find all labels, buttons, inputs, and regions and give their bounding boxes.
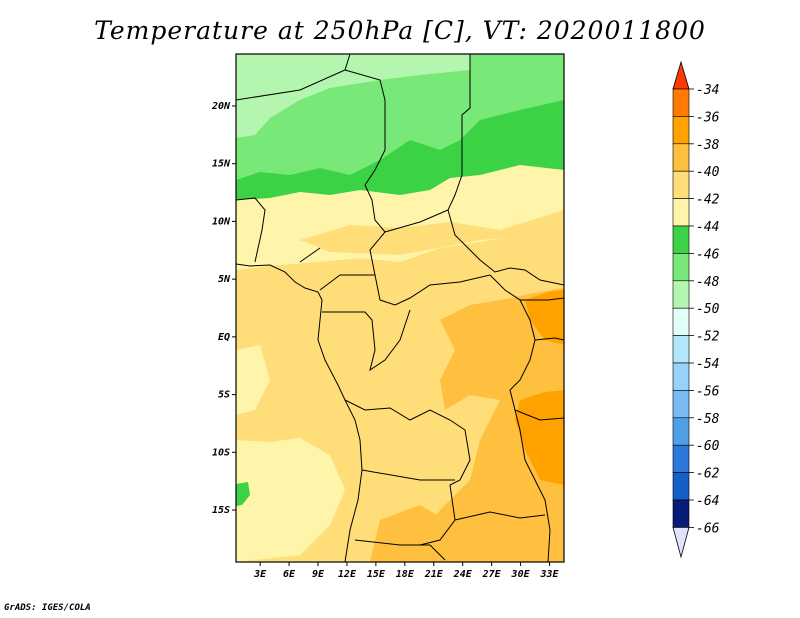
colorbar-label: -50 <box>696 302 720 317</box>
colorbar-top-arrow <box>672 60 690 90</box>
colorbar-swatch <box>672 225 690 254</box>
colorbar-bottom-arrow <box>672 527 690 559</box>
colorbar-swatch <box>672 253 690 282</box>
colorbar-label: -52 <box>696 330 720 345</box>
field-minus38-south <box>370 505 445 562</box>
colorbar-label: -64 <box>696 494 719 509</box>
colorbar-label: -62 <box>696 467 720 482</box>
lon-tick-label: 12E <box>338 569 357 580</box>
colorbar-label: -58 <box>696 412 720 427</box>
colorbar-label: -46 <box>696 247 720 262</box>
lon-tick-label: 3E <box>253 569 267 580</box>
colorbar-label: -36 <box>696 110 720 125</box>
colorbar-swatch <box>672 116 690 145</box>
lon-tick-label: 9E <box>312 569 325 580</box>
lat-tick-label: 15N <box>212 159 231 170</box>
field-minus42-southwest <box>236 438 345 562</box>
field-minus40-north <box>300 210 564 255</box>
map-frame <box>235 53 565 563</box>
colorbar-label: -54 <box>696 357 719 372</box>
colorbar-swatch <box>672 472 690 501</box>
country-borders <box>236 54 564 562</box>
lat-tick-label: 10S <box>212 447 230 458</box>
lon-tick-label: 33E <box>539 569 559 580</box>
colorbar-swatch <box>672 143 690 172</box>
lat-axis: 20N 15N 10N 5N EQ 5S 10S 15S <box>211 101 236 516</box>
grads-credit: GrADS: IGES/COLA <box>4 603 91 613</box>
map-title: Temperature at 250hPa [C], VT: 202001180… <box>94 16 706 45</box>
field-minus36-east <box>525 290 564 345</box>
colorbar-swatch <box>672 390 690 419</box>
lat-tick-label: 15S <box>212 505 230 516</box>
lat-tick-label: EQ <box>218 332 230 343</box>
field-minus42-west <box>236 345 270 415</box>
colorbar-label: -34 <box>696 83 719 98</box>
colorbar-swatch <box>672 280 690 309</box>
colorbar-swatch <box>672 335 690 364</box>
colorbar-label: -44 <box>696 220 719 235</box>
lon-axis: 3E 6E 9E 12E 15E 18E 21E 24E 27E 30E 33E <box>253 562 560 580</box>
field-minus48 <box>236 54 470 138</box>
lon-tick-label: 6E <box>283 569 296 580</box>
lon-tick-label: 21E <box>424 569 444 580</box>
colorbar-swatch <box>672 444 690 473</box>
lon-tick-label: 15E <box>367 569 386 580</box>
colorbar-swatch <box>672 170 690 199</box>
lat-tick-label: 10N <box>212 216 231 227</box>
lon-tick-label: 27E <box>482 569 502 580</box>
colorbar-label: -48 <box>696 275 720 290</box>
colorbar-swatch <box>672 307 690 336</box>
field-minus38-east <box>420 288 564 562</box>
lat-tick-label: 20N <box>211 101 231 112</box>
colorbar-label: -42 <box>696 193 720 208</box>
lon-tick-label: 18E <box>396 569 415 580</box>
colorbar-swatch <box>672 417 690 446</box>
colorbar-swatch <box>672 198 690 227</box>
colorbar-label: -40 <box>696 165 720 180</box>
lon-tick-label: 24E <box>453 569 473 580</box>
colorbar-swatch <box>672 88 690 117</box>
colorbar-label: -66 <box>696 521 720 536</box>
field-minus44-spot <box>236 482 250 506</box>
colorbar-label: -60 <box>696 439 720 454</box>
colorbar-label: -56 <box>696 384 720 399</box>
colorbar-swatch <box>672 499 690 528</box>
lat-tick-label: 5S <box>218 390 230 401</box>
lon-tick-label: 30E <box>511 569 531 580</box>
lat-tick-label: 5N <box>218 274 231 285</box>
colorbar: -34 -36 -38 -40 -42 -44 -46 -48 -50 -52 -54 -56 -58 -… <box>672 60 720 559</box>
colorbar-label: -38 <box>696 138 720 153</box>
colorbar-swatch <box>672 362 690 391</box>
map-area <box>236 54 564 562</box>
field-minus36-southeast <box>515 390 564 485</box>
